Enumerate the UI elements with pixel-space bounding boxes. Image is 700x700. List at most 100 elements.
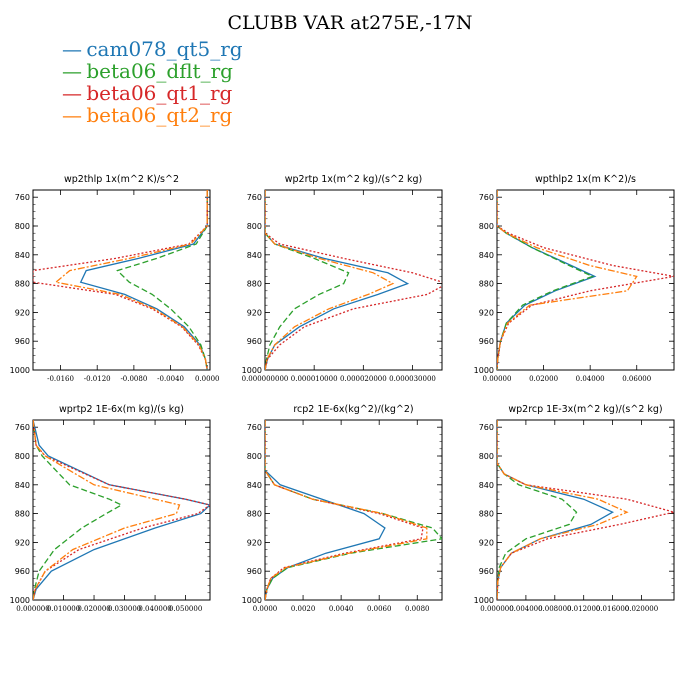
legend-dash-3: — — [62, 81, 82, 105]
y-tick-label: 920 — [15, 538, 30, 547]
x-tick-label: 0.016000 — [596, 605, 629, 613]
series-line-cam078_qt5_rg — [33, 420, 210, 600]
y-tick-label: 840 — [479, 481, 494, 490]
legend-label-4: beta06_qt2_rg — [86, 103, 233, 127]
y-tick-label: 840 — [15, 481, 30, 490]
x-tick-label: 0.000030000 — [389, 375, 436, 383]
y-tick-label: 1000 — [10, 366, 30, 375]
panel-title: wprtp2 1E-6x(m kg)/(s kg) — [59, 404, 184, 415]
legend-dash-4: — — [62, 103, 82, 127]
series-line-beta06_qt2_rg — [497, 420, 629, 600]
panel-6: wp2rcp 1E-3x(m^2 kg)/(s^2 kg) 760 800 840 88… — [474, 404, 675, 613]
series-line-beta06_qt1_rg — [265, 420, 424, 600]
panel-frame — [264, 189, 443, 371]
series-group — [497, 190, 674, 370]
y-tick-label: 840 — [247, 251, 262, 260]
y-tick-label: 1000 — [474, 596, 494, 605]
panel-2: wp2rtp 1x(m^2 kg)/(s^2 kg) 760 800 840 880 92… — [242, 174, 443, 383]
x-tick-label: 0.020000 — [77, 605, 110, 613]
y-tick-label: 920 — [479, 538, 494, 547]
y-tick-label: 920 — [247, 538, 262, 547]
x-tick-label: 0.04000 — [576, 375, 605, 383]
y-tick-label: 960 — [247, 567, 262, 576]
y-tick-label: 880 — [247, 510, 262, 519]
series-group — [33, 190, 208, 370]
x-tick-label: 0.0040 — [329, 605, 354, 613]
y-tick-label: 920 — [15, 308, 30, 317]
series-line-beta06_qt2_rg — [265, 190, 395, 370]
y-tick-label: 840 — [15, 251, 30, 260]
legend-label-3: beta06_qt1_rg — [86, 81, 233, 105]
y-tick-label: 1000 — [242, 366, 262, 375]
y-tick-label: 960 — [247, 337, 262, 346]
x-tick-label: 0.008000 — [538, 605, 571, 613]
panel-frame — [32, 189, 211, 371]
legend-dash-1: — — [62, 37, 82, 61]
x-tick-label: 0.06000 — [622, 375, 651, 383]
x-tick-label: 0.0000 — [253, 605, 278, 613]
panel-title: wp2rcp 1E-3x(m^2 kg)/(s^2 kg) — [508, 404, 662, 415]
legend-dash-2: — — [62, 59, 82, 83]
y-tick-label: 880 — [15, 510, 30, 519]
y-tick-label: 960 — [479, 567, 494, 576]
series-group — [265, 190, 442, 370]
x-tick-label: 0.000020000 — [340, 375, 387, 383]
x-tick-label: 0.02000 — [529, 375, 558, 383]
legend-item-3: — beta06_qt1_rg — [62, 82, 243, 104]
figure-title: CLUBB VAR at275E,-17N — [227, 12, 473, 34]
y-tick-label: 800 — [479, 452, 494, 461]
panel-5: rcp2 1E-6x(kg^2)/(kg^2) 760 800 840 880 920 96… — [242, 404, 443, 613]
y-tick-label: 760 — [479, 193, 494, 202]
y-tick-label: 920 — [247, 308, 262, 317]
y-tick-label: 960 — [479, 337, 494, 346]
x-tick-label: 0.0060 — [367, 605, 392, 613]
x-tick-label: -0.0120 — [84, 375, 111, 383]
series-line-cam078_qt5_rg — [79, 190, 208, 370]
y-tick-label: 800 — [479, 222, 494, 231]
panel-frame — [264, 419, 443, 601]
y-tick-label: 960 — [15, 337, 30, 346]
x-tick-label: 0.0000 — [195, 375, 220, 383]
x-tick-label: 0.0080 — [405, 605, 430, 613]
y-tick-label: 840 — [479, 251, 494, 260]
panel-frame — [32, 419, 211, 601]
x-tick-label: 0.000000 — [16, 605, 49, 613]
series-line-cam078_qt5_rg — [497, 190, 597, 370]
x-tick-label: -0.0040 — [157, 375, 184, 383]
series-line-beta06_dflt_rg — [33, 420, 123, 600]
y-tick-label: 880 — [479, 510, 494, 519]
series-line-beta06_qt1_rg — [265, 190, 442, 370]
series-line-beta06_qt1_rg — [33, 420, 210, 600]
series-line-beta06_qt1_rg — [497, 420, 674, 600]
x-tick-label: 0.050000 — [169, 605, 202, 613]
y-tick-label: 1000 — [474, 366, 494, 375]
panel-frame — [496, 189, 675, 371]
series-line-beta06_dflt_rg — [116, 190, 208, 370]
x-tick-label: 0.000010000 — [291, 375, 338, 383]
x-tick-label: -0.0080 — [120, 375, 147, 383]
x-tick-label: 0.000000000 — [242, 375, 289, 383]
x-tick-label: -0.0160 — [47, 375, 74, 383]
series-line-beta06_qt2_rg — [33, 420, 181, 600]
series-line-beta06_qt1_rg — [33, 190, 208, 370]
panel-3: wpthlp2 1x(m K^2)/s 760 800 840 880 920 960 100… — [474, 174, 675, 383]
y-tick-label: 760 — [15, 193, 30, 202]
x-tick-label: 0.000000 — [480, 605, 513, 613]
y-tick-label: 920 — [479, 308, 494, 317]
panel-frame — [496, 419, 675, 601]
x-tick-label: 0.012000 — [567, 605, 600, 613]
panel-title: wpthlp2 1x(m K^2)/s — [535, 174, 636, 185]
y-tick-label: 800 — [15, 452, 30, 461]
series-line-beta06_dflt_rg — [497, 190, 595, 370]
panel-4: wprtp2 1E-6x(m kg)/(s kg) 760 800 840 880 920… — [10, 404, 211, 613]
legend: — cam078_qt5_rg — beta06_dflt_rg — beta0… — [62, 38, 243, 126]
y-tick-label: 880 — [15, 280, 30, 289]
y-tick-label: 800 — [247, 222, 262, 231]
y-tick-label: 1000 — [242, 596, 262, 605]
x-tick-label: 0.040000 — [138, 605, 171, 613]
x-tick-label: 0.0020 — [291, 605, 316, 613]
y-tick-label: 800 — [247, 452, 262, 461]
y-tick-label: 880 — [247, 280, 262, 289]
legend-item-1: — cam078_qt5_rg — [62, 38, 243, 60]
